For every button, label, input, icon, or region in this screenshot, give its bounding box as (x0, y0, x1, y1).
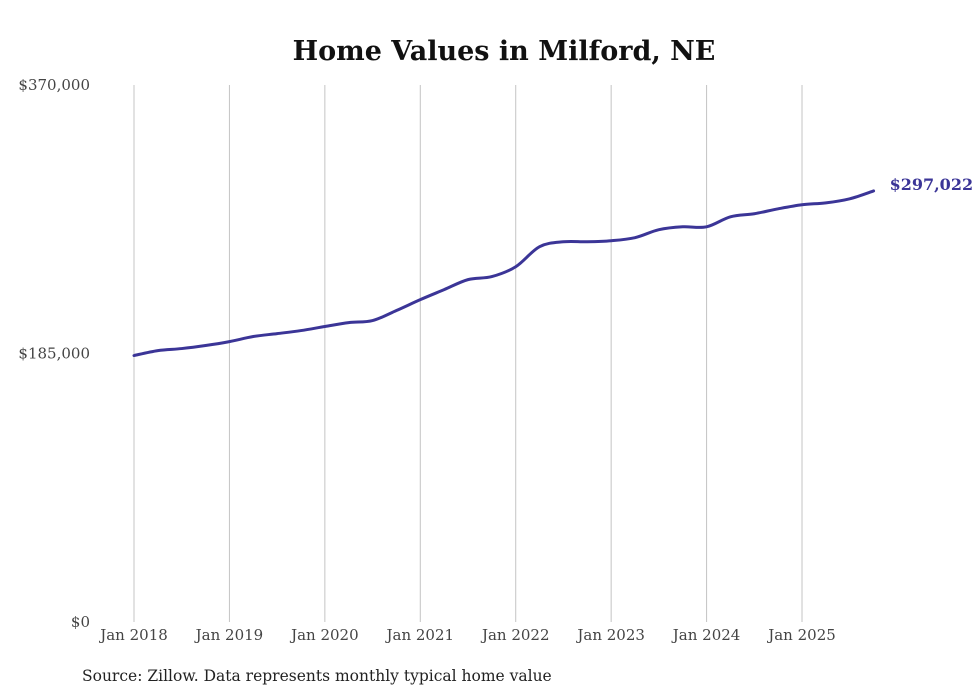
x-tick-label: Jan 2024 (671, 626, 741, 644)
chart-title: Home Values in Milford, NE (293, 36, 716, 67)
x-tick-label: Jan 2019 (194, 626, 264, 644)
x-tick-label: Jan 2018 (98, 626, 168, 644)
x-tick-label: Jan 2023 (575, 626, 645, 644)
series-line (132, 189, 876, 358)
x-tick-label: Jan 2020 (289, 626, 359, 644)
y-tick-label: $0 (71, 613, 90, 631)
y-tick-label: $185,000 (18, 345, 90, 363)
grid (133, 85, 803, 622)
y-tick-label: $370,000 (18, 76, 90, 94)
x-tick-label: Jan 2021 (385, 626, 455, 644)
x-tick-label: Jan 2025 (766, 626, 836, 644)
x-axis: Jan 2018 Jan 2019 Jan 2020 Jan 2021 Jan 2022… (98, 626, 836, 644)
end-value-label: $297,022 (890, 175, 974, 194)
source-note: Source: Zillow. Data represents monthly … (82, 667, 552, 685)
x-tick-label: Jan 2022 (480, 626, 550, 644)
y-axis: $0 $185,000 $370,000 (18, 76, 90, 631)
series (132, 189, 876, 358)
